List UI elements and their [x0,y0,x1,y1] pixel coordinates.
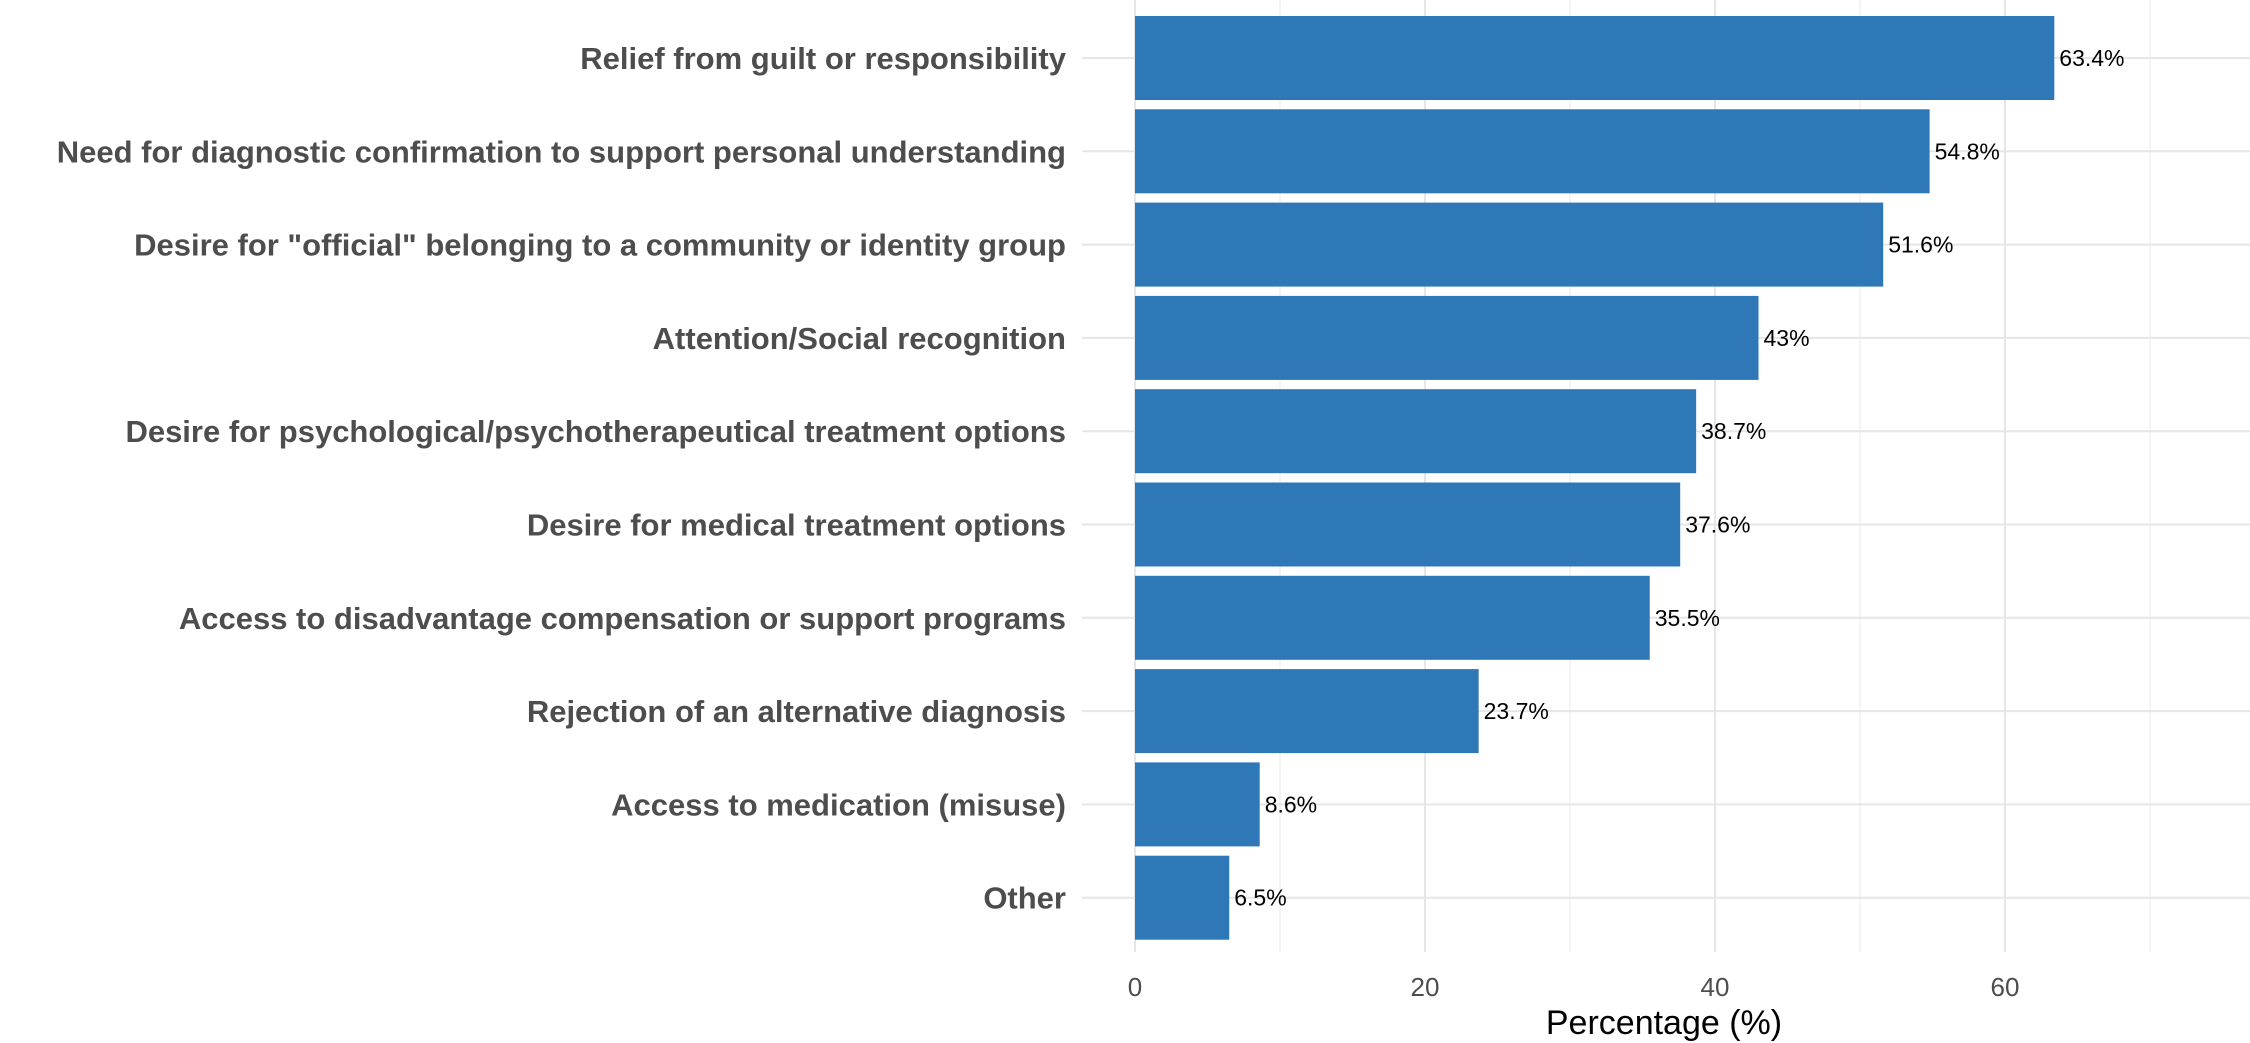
data-label: 63.4% [2059,45,2124,71]
category-label: Need for diagnostic confirmation to supp… [57,134,1066,169]
category-label: Desire for "official" belonging to a com… [134,228,1066,263]
category-label: Relief from guilt or responsibility [580,41,1066,76]
data-label: 54.8% [1935,138,2000,164]
category-label: Desire for medical treatment options [527,508,1066,543]
data-label: 51.6% [1888,232,1953,258]
x-tick-label: 0 [1128,972,1142,1002]
category-labels: Relief from guilt or responsibility Need … [57,41,1067,916]
category-label: Other [983,881,1066,916]
x-tick-label: 60 [1991,972,2020,1002]
x-axis-title: Percentage (%) [1546,1004,1782,1042]
bar [1135,295,1759,380]
category-label: Desire for psychological/psychotherapeut… [125,414,1066,449]
bars [1135,16,2055,940]
data-label: 43% [1764,325,1810,351]
data-label: 8.6% [1265,791,1317,817]
bar [1135,575,1650,660]
data-label: 6.5% [1234,885,1286,911]
category-label: Attention/Social recognition [653,321,1066,356]
x-tick-label: 20 [1411,972,1440,1002]
bar [1135,389,1697,474]
category-label: Rejection of an alternative diagnosis [527,694,1066,729]
bar [1135,16,2055,100]
x-tick-label: 40 [1701,972,1730,1002]
bar [1135,202,1884,287]
category-label: Access to disadvantage compensation or s… [179,601,1066,636]
data-label: 23.7% [1484,698,1549,724]
bar [1135,482,1681,567]
data-label: 37.6% [1685,512,1750,538]
bar [1135,109,1930,194]
bar [1135,762,1260,847]
data-label: 35.5% [1655,605,1720,631]
category-label: Access to medication (misuse) [611,787,1066,822]
bar [1135,669,1479,754]
data-label: 38.7% [1701,418,1766,444]
bar [1135,855,1230,940]
data-labels: 63.4% 54.8% 51.6% 43% 38.7% 37.6% 35.5% 23.7% 8.… [1234,45,2124,911]
x-tick-labels: 0 20 40 60 [1128,972,2020,1002]
